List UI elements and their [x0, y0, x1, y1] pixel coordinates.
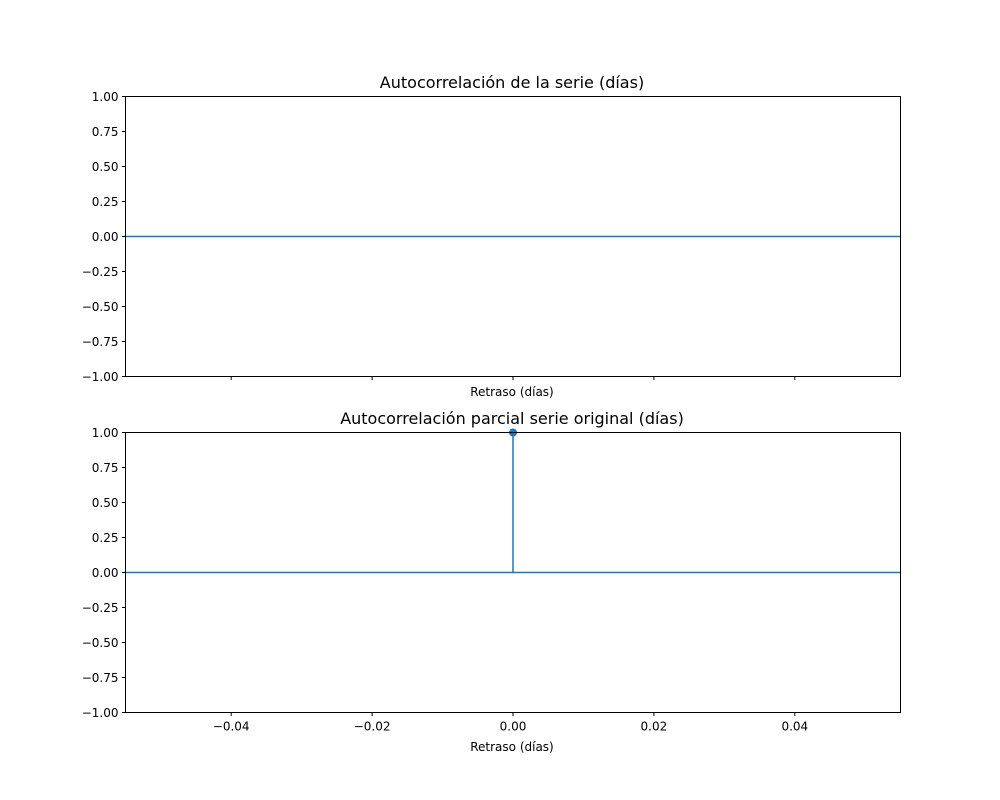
acf-x-ticks	[230, 376, 796, 380]
pacf-y-tick-label: 0.00	[92, 566, 119, 580]
acf-y-tick-label: 1.00	[92, 90, 119, 104]
acf-y-tick-label: 0.25	[92, 195, 119, 209]
acf-subplot: Autocorrelación de la serie (días) −1.00…	[82, 73, 901, 399]
pacf-y-tick-label: 0.50	[92, 496, 119, 510]
pacf-x-tick-label: −0.02	[354, 720, 391, 734]
pacf-title: Autocorrelación parcial serie original (…	[340, 409, 684, 428]
pacf-plot-frame	[125, 432, 901, 713]
acf-y-tick-label: 0.75	[92, 125, 119, 139]
pacf-series	[125, 428, 901, 574]
pacf-y-tick-label: −0.75	[82, 671, 119, 685]
pacf-x-tick-label: 0.00	[500, 720, 527, 734]
pacf-y-tick-label: −0.50	[82, 636, 119, 650]
acf-y-tick-label: 0.50	[92, 160, 119, 174]
acf-y-tick-label: −0.50	[82, 300, 119, 314]
acf-y-ticks: −1.00 −0.75 −0.50 −0.25 0.00 0.25 0.50 0.75 1.00	[82, 90, 126, 384]
pacf-x-tick-label: 0.04	[781, 720, 808, 734]
pacf-subplot: Autocorrelación parcial serie original (…	[82, 409, 901, 754]
acf-y-tick-label: −0.25	[82, 265, 119, 279]
pacf-y-tick-label: −1.00	[82, 706, 119, 720]
pacf-x-tick-label: 0.02	[641, 720, 668, 734]
acf-x-axis-label: Retraso (días)	[470, 385, 554, 399]
pacf-x-axis-label: Retraso (días)	[470, 740, 554, 754]
acf-y-tick-label: −1.00	[82, 370, 119, 384]
pacf-y-tick-label: 1.00	[92, 426, 119, 440]
pacf-y-tick-label: 0.25	[92, 531, 119, 545]
pacf-y-tick-label: −0.25	[82, 601, 119, 615]
pacf-x-ticks: −0.04 −0.02 0.00 0.02 0.04	[213, 712, 808, 734]
acf-y-tick-label: 0.00	[92, 230, 119, 244]
pacf-y-tick-label: 0.75	[92, 461, 119, 475]
pacf-y-ticks: −1.00 −0.75 −0.50 −0.25 0.00 0.25 0.50 0.75 1.00	[82, 426, 126, 720]
pacf-x-tick-label: −0.04	[213, 720, 250, 734]
acf-plot-frame	[125, 96, 901, 377]
acf-title: Autocorrelación de la serie (días)	[380, 73, 644, 92]
acf-y-tick-label: −0.75	[82, 335, 119, 349]
